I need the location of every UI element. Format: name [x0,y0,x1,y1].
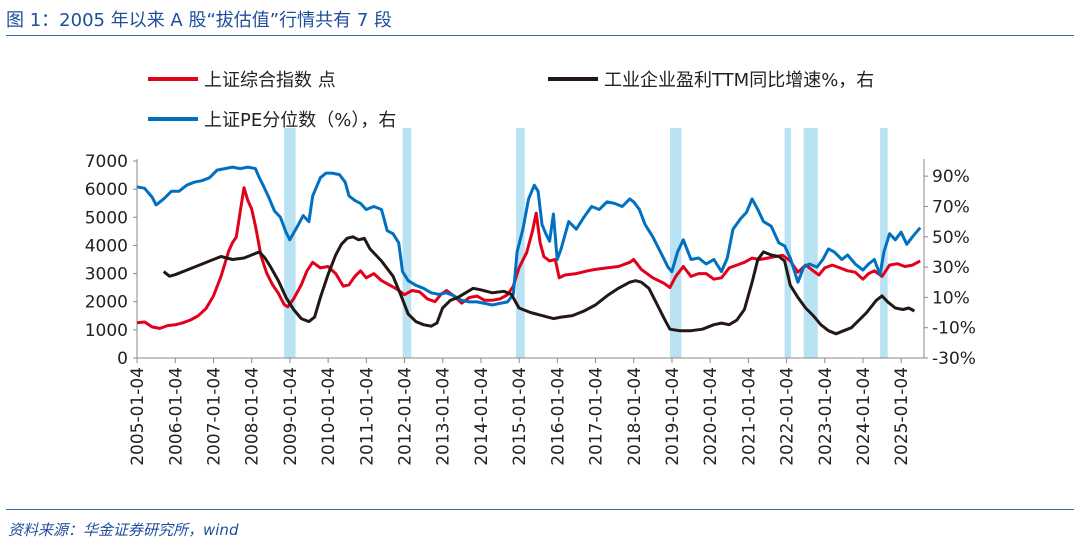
shaded-period-6 [803,128,818,358]
x-tick-label: 2013-01-04 [434,367,454,466]
x-tick-label: 2018-01-04 [625,367,645,466]
x-tick-label: 2006-01-04 [166,367,186,466]
bottom-rule [6,509,1074,510]
x-tick-label: 2008-01-04 [243,367,263,466]
x-tick-label: 2005-01-04 [128,367,148,466]
x-tick-label: 2016-01-04 [548,367,568,466]
x-tick-label: 2017-01-04 [587,367,607,466]
legend-item-industrial-profit-label: 工业企业盈利TTM同比增速%，右 [604,70,874,91]
shaded-period-4 [669,128,682,358]
legend-item-shanghai-index-label: 上证综合指数 点 [204,70,336,91]
x-tick-label: 2023-01-04 [816,367,836,466]
y-left-tick-label: 0 [117,349,128,369]
series-line-pe-percentile [136,165,922,307]
y-right-tick-label: 50% [932,228,970,248]
shaded-periods [284,128,888,358]
y-left-tick-label: 4000 [85,236,128,256]
y-right-tick-label: 90% [932,167,970,187]
series-line-shanghai-index [136,186,921,330]
shaded-period-2 [402,128,412,358]
x-tick-label: 2007-01-04 [205,367,225,466]
series-lines [136,165,922,336]
x-tick-label: 2020-01-04 [701,367,721,466]
axes: 0 1000 2000 3000 4000 5000 6000 7000 -30% -10% 10%… [85,152,976,466]
shaded-period-5 [784,128,792,358]
x-tick-label: 2021-01-04 [739,367,759,466]
y-right-tick-label: -30% [932,349,976,369]
source-note: 资料来源：华金证券研究所，wind [8,521,239,539]
x-tick-label: 2009-01-04 [281,367,301,466]
x-tick-label: 2022-01-04 [778,367,798,466]
y-left-tick-label: 2000 [85,293,128,313]
y-right-tick-label: 10% [932,288,970,308]
y-right-tick-label: 70% [932,197,970,217]
x-tick-label: 2025-01-04 [892,367,912,466]
x-tick-label: 2019-01-04 [663,367,683,466]
x-tick-label: 2014-01-04 [472,367,492,466]
y-right-tick-label: 30% [932,258,970,278]
top-rule [6,35,1074,36]
x-tick-label: 2011-01-04 [357,367,377,466]
y-left-tick-label: 5000 [85,208,128,228]
x-tick-label: 2010-01-04 [319,367,339,466]
y-left-tick-label: 6000 [85,180,128,200]
y-left-tick-label: 3000 [85,265,128,285]
y-right-tick-label: -10% [932,319,976,339]
series-line-industrial-profit [162,235,916,336]
shaded-period-7 [880,128,888,358]
legend-item-pe-percentile-label: 上证PE分位数（%），右 [204,110,396,131]
x-tick-label: 2012-01-04 [396,367,416,466]
y-left-tick-label: 1000 [85,321,128,341]
x-tick-label: 2024-01-04 [854,367,874,466]
shaded-period-1 [284,128,296,358]
x-tick-label: 2015-01-04 [510,367,530,466]
y-left-tick-label: 7000 [85,152,128,172]
figure-title: 图 1：2005 年以来 A 股“拔估值”行情共有 7 段 [6,10,393,31]
